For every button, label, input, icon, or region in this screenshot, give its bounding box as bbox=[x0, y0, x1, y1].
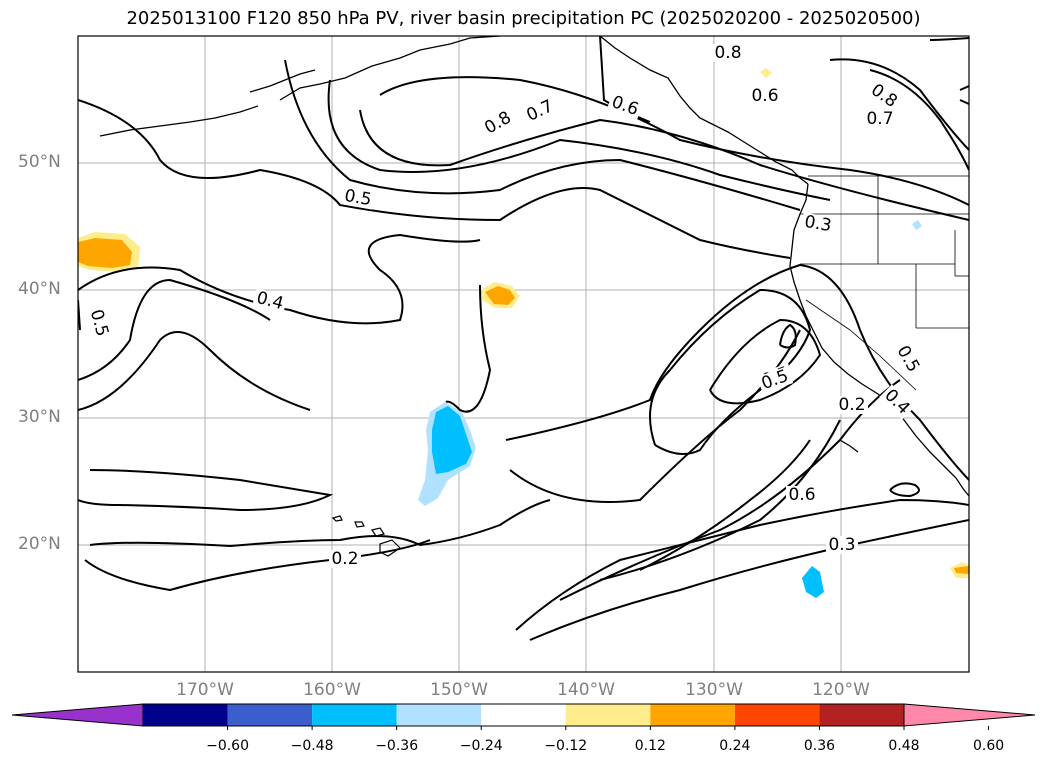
contour-label: 0.8 bbox=[867, 80, 901, 112]
gridlines bbox=[78, 36, 969, 672]
colorbar-segment bbox=[396, 704, 482, 726]
colorbar-tick-label: 0.36 bbox=[803, 738, 836, 754]
contour-label: 0.2 bbox=[331, 549, 358, 569]
contour-label-bg bbox=[879, 384, 915, 420]
colorbar-tick-label: 0.12 bbox=[634, 738, 666, 754]
hawaii-islands bbox=[331, 515, 401, 557]
colorbar-extend-low bbox=[11, 703, 144, 727]
contour-label-bg bbox=[749, 87, 781, 105]
colorbar-segment bbox=[819, 704, 904, 726]
contour-label-bg bbox=[864, 110, 896, 128]
lon-label-170w: 170°W bbox=[176, 680, 234, 700]
colorbar-tick-label: 0.48 bbox=[888, 738, 920, 754]
lon-label-150w: 150°W bbox=[430, 680, 488, 700]
borders bbox=[800, 175, 969, 391]
colorbar-tick-label: −0.24 bbox=[459, 738, 503, 754]
colorbar-tick-label: −0.12 bbox=[544, 738, 588, 754]
contour-label-bg bbox=[252, 288, 288, 314]
colorbar-tick-label: 0.60 bbox=[972, 738, 1005, 754]
contour-label-bg bbox=[86, 305, 112, 341]
contour-label-bg bbox=[521, 96, 559, 126]
contour-label: 0.6 bbox=[751, 86, 778, 106]
colorbar-tick-label: −0.36 bbox=[375, 738, 419, 754]
contour-label-bg bbox=[865, 79, 903, 113]
colorbar-tick-label: 0.24 bbox=[719, 738, 751, 754]
map-title: 2025013100 F120 850 hPa PV, river basin … bbox=[126, 8, 921, 29]
lon-label-120w: 120°W bbox=[812, 680, 870, 700]
contour-label: 0.5 bbox=[86, 307, 112, 338]
contour-label-bg bbox=[800, 212, 836, 236]
contour-label-bg bbox=[329, 550, 361, 568]
colorbar-segment bbox=[227, 704, 313, 726]
contour-label: 0.2 bbox=[838, 395, 865, 415]
colorbar-segment bbox=[312, 704, 397, 726]
contour-label-bg bbox=[756, 366, 794, 394]
contour-label: 0.3 bbox=[803, 212, 833, 236]
contour-label: 0.7 bbox=[866, 109, 893, 129]
contour-label-bg bbox=[606, 92, 644, 120]
lat-label-20n: 20°N bbox=[18, 534, 61, 554]
precip-shading bbox=[78, 68, 969, 598]
colorbar-frame bbox=[142, 703, 905, 727]
colorbar-segment bbox=[650, 704, 735, 726]
contour-label-bg bbox=[836, 396, 868, 414]
contour-label: 0.6 bbox=[788, 485, 815, 505]
coastlines bbox=[99, 36, 969, 497]
contour-label-bg bbox=[892, 340, 924, 378]
lon-label-160w: 160°W bbox=[303, 680, 361, 700]
contour-label-bg bbox=[340, 186, 376, 210]
pv-contours bbox=[78, 36, 969, 641]
contour-label-bg bbox=[786, 486, 818, 504]
contour-label: 0.3 bbox=[828, 535, 855, 555]
lat-label-30n: 30°N bbox=[18, 407, 61, 427]
contour-label-bg bbox=[712, 44, 744, 62]
contour-label: 0.5 bbox=[343, 186, 373, 210]
lat-label-40n: 40°N bbox=[18, 279, 61, 299]
contour-label: 0.4 bbox=[254, 288, 285, 314]
contour-label-bg bbox=[479, 107, 517, 139]
colorbar-segment bbox=[143, 704, 228, 726]
colorbar-tick-label: −0.48 bbox=[290, 738, 334, 754]
colorbar-segment bbox=[734, 704, 820, 726]
colorbar-tick-label: −0.60 bbox=[206, 738, 249, 754]
lon-label-140w: 140°W bbox=[557, 680, 615, 700]
contour-label-bg bbox=[826, 536, 858, 554]
colorbar-extend-high bbox=[903, 703, 1036, 727]
colorbar-segment bbox=[481, 704, 566, 726]
contour-label: 0.8 bbox=[714, 43, 741, 63]
lon-label-130w: 130°W bbox=[685, 680, 743, 700]
lat-label-50n: 50°N bbox=[18, 152, 61, 172]
precip-negative-south bbox=[802, 566, 824, 598]
colorbar-segment bbox=[565, 704, 651, 726]
map-plot: 0.80.60.80.70.60.80.70.50.30.40.50.50.20… bbox=[77, 35, 970, 673]
